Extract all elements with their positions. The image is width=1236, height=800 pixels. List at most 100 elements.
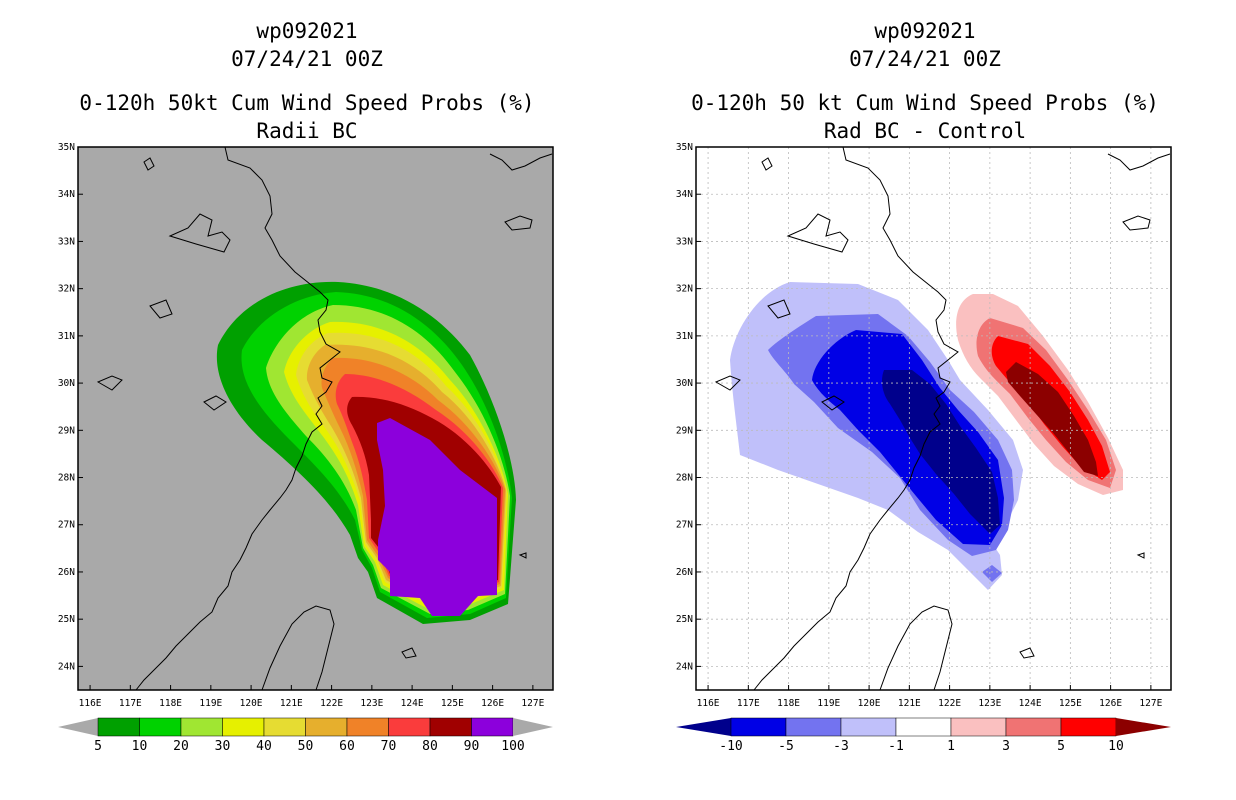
y-tick-label: 29N <box>58 425 75 436</box>
right-colorbar-over-arrow <box>1116 718 1171 736</box>
left-map: 116E 117E 118E 119E 120E 121E 122E 123E 124E 125E… <box>58 142 554 709</box>
y-tick-label: 28N <box>58 473 75 484</box>
left-panel: wp092021 07/24/21 00Z 0-120h 50kt Cum Wi… <box>58 19 554 754</box>
northeast-coast <box>489 153 553 171</box>
china-coastline <box>753 146 959 691</box>
colorbar-label: 10 <box>1108 739 1124 754</box>
y-tick-label: 33N <box>676 236 693 247</box>
left-colorbar-labels: 5 10 20 30 40 50 60 70 80 90 100 <box>94 739 525 754</box>
y-tick-label: 34N <box>58 189 75 200</box>
china-coastline <box>135 146 341 691</box>
y-tick-label: 33N <box>58 236 75 247</box>
y-tick-label: 31N <box>676 331 693 342</box>
right-title-line2: 07/24/21 00Z <box>849 47 1001 71</box>
island-1 <box>143 157 155 171</box>
colorbar-label: 3 <box>1002 739 1010 754</box>
island-4 <box>1019 647 1035 659</box>
left-title-line2: 07/24/21 00Z <box>231 47 383 71</box>
y-tick-label: 30N <box>676 378 693 389</box>
island-2 <box>1122 215 1151 231</box>
right-colorbar-boxes <box>730 717 1117 737</box>
y-tick-label: 25N <box>58 614 75 625</box>
colorbar-box <box>263 717 306 737</box>
left-coastlines <box>96 146 553 691</box>
x-tick-label: 123E <box>360 698 383 709</box>
left-axis-ticks: 116E 117E 118E 119E 120E 121E 122E 123E 124E 125E… <box>58 142 545 709</box>
colorbar-label: 90 <box>464 739 480 754</box>
right-coastlines <box>714 146 1171 691</box>
x-tick-label: 116E <box>697 698 720 709</box>
colorbar-box <box>429 717 472 737</box>
prob-level-90 <box>377 418 497 616</box>
lake-1 <box>168 213 231 253</box>
x-tick-label: 127E <box>1139 698 1162 709</box>
colorbar-label: 30 <box>215 739 231 754</box>
x-tick-label: 123E <box>978 698 1001 709</box>
y-tick-label: 27N <box>676 520 693 531</box>
x-tick-label: 119E <box>199 698 222 709</box>
right-title-line4: Rad BC - Control <box>824 119 1026 143</box>
right-map-border <box>695 146 1172 691</box>
colorbar-box <box>139 717 182 737</box>
left-colorbar-boxes <box>97 717 514 737</box>
colorbar-label: 5 <box>94 739 102 754</box>
left-probability-shading <box>216 281 516 624</box>
x-tick-label: 125E <box>1059 698 1082 709</box>
diff-neg-small-patch <box>982 565 1002 582</box>
y-tick-label: 26N <box>58 567 75 578</box>
colorbar-box <box>730 717 787 737</box>
colorbar-label: 70 <box>381 739 397 754</box>
x-tick-label: 122E <box>938 698 961 709</box>
colorbar-label: -10 <box>719 739 742 754</box>
y-tick-label: 32N <box>58 284 75 295</box>
colorbar-label: 100 <box>501 739 524 754</box>
left-colorbar: 5 10 20 30 40 50 60 70 80 90 100 <box>58 717 553 754</box>
y-tick-label: 25N <box>676 614 693 625</box>
left-colorbar-over-arrow <box>513 718 553 736</box>
colorbar-label: -1 <box>888 739 904 754</box>
colorbar-box <box>1005 717 1062 737</box>
x-tick-label: 120E <box>858 698 881 709</box>
island-4 <box>401 647 417 659</box>
colorbar-label: 40 <box>256 739 272 754</box>
lake-3 <box>96 375 123 391</box>
colorbar-box <box>305 717 348 737</box>
x-tick-label: 119E <box>817 698 840 709</box>
lake-4 <box>821 395 845 411</box>
y-tick-label: 27N <box>58 520 75 531</box>
colorbar-label: 5 <box>1057 739 1065 754</box>
right-panel: wp092021 07/24/21 00Z 0-120h 50 kt Cum W… <box>676 19 1172 754</box>
lake-4 <box>203 395 227 411</box>
island-3 <box>518 552 527 559</box>
northeast-coast <box>1107 153 1171 171</box>
left-title-line1: wp092021 <box>256 19 357 43</box>
y-tick-label: 32N <box>676 284 693 295</box>
left-title-line4: Radii BC <box>256 119 357 143</box>
colorbar-box <box>97 717 140 737</box>
y-tick-label: 31N <box>58 331 75 342</box>
y-tick-label: 34N <box>676 189 693 200</box>
colorbar-label: 80 <box>422 739 438 754</box>
lake-2 <box>767 299 791 319</box>
colorbar-box <box>471 717 514 737</box>
colorbar-box <box>346 717 389 737</box>
right-title-line3: 0-120h 50 kt Cum Wind Speed Probs (%) <box>691 91 1159 115</box>
x-tick-label: 118E <box>159 698 182 709</box>
y-tick-label: 29N <box>676 425 693 436</box>
right-colorbar: -10 -5 -3 -1 1 3 5 10 <box>676 717 1171 754</box>
x-tick-label: 121E <box>898 698 921 709</box>
colorbar-label: 20 <box>173 739 189 754</box>
colorbar-label: 10 <box>132 739 148 754</box>
x-tick-label: 124E <box>1019 698 1042 709</box>
x-tick-label: 117E <box>119 698 142 709</box>
taiwan-coastline <box>879 605 953 691</box>
right-map: 116E 117E 118E 119E 120E 121E 122E 123E 124E 125E… <box>676 142 1172 709</box>
lake-1 <box>786 213 849 253</box>
right-gridlines <box>696 146 1171 690</box>
colorbar-label: 60 <box>339 739 355 754</box>
colorbar-box <box>1060 717 1117 737</box>
colorbar-label: 50 <box>298 739 314 754</box>
island-3 <box>1136 552 1145 559</box>
colorbar-box <box>840 717 897 737</box>
colorbar-box <box>895 717 952 737</box>
